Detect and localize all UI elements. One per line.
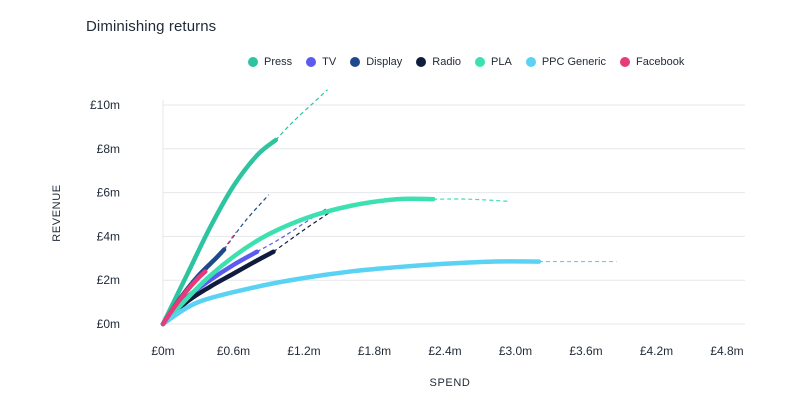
legend-item-radio[interactable]: Radio xyxy=(416,56,461,68)
legend-label: Press xyxy=(264,56,293,68)
grid-lines xyxy=(162,100,745,325)
legend-label: Facebook xyxy=(636,56,685,68)
series-line-pla xyxy=(160,196,436,327)
series-projection-press xyxy=(275,89,328,141)
y-tick-label: £8m xyxy=(97,142,120,156)
x-tick-label: £2.4m xyxy=(428,344,461,358)
x-tick-label: £0m xyxy=(151,344,174,358)
legend: Press TV Display Radio PLA PPC Generic Faceboo… xyxy=(248,56,684,68)
series-line-facebook xyxy=(160,269,208,327)
legend-item-facebook[interactable]: Facebook xyxy=(620,56,684,68)
y-tick-label: £2m xyxy=(97,273,120,287)
series-line-press xyxy=(160,137,279,327)
x-tick-label: £3.0m xyxy=(499,344,532,358)
x-tick-label: £4.2m xyxy=(640,344,673,358)
legend-item-press[interactable]: Press xyxy=(248,56,292,68)
x-tick-label: £1.8m xyxy=(358,344,391,358)
legend-label: PLA xyxy=(491,56,512,68)
x-tick-label: £3.6m xyxy=(569,344,602,358)
y-tick-label: £0m xyxy=(97,317,120,331)
legend-label: Radio xyxy=(432,56,462,68)
legend-swatch xyxy=(350,57,361,67)
x-axis-label: SPEND xyxy=(430,377,471,389)
series-projection-facebook xyxy=(204,231,237,272)
x-tick-label: £1.2m xyxy=(287,344,320,358)
series-lines xyxy=(160,137,542,327)
legend-item-display[interactable]: Display xyxy=(350,56,402,68)
legend-swatch xyxy=(416,57,427,67)
series-projection-radio xyxy=(273,211,331,253)
legend-label: Display xyxy=(366,56,403,68)
legend-swatch xyxy=(475,57,486,67)
y-tick-label: £4m xyxy=(97,229,120,243)
chart-title: Diminishing returns xyxy=(86,18,217,35)
y-tick-label: £6m xyxy=(97,186,120,200)
y-tick-label: £10m xyxy=(90,98,120,112)
legend-swatch xyxy=(248,57,258,67)
y-axis-label: REVENUE xyxy=(51,184,63,241)
projection-lines xyxy=(204,89,617,272)
series-projection-pla xyxy=(433,198,510,202)
legend-item-tv[interactable]: TV xyxy=(306,56,336,68)
legend-label: TV xyxy=(322,56,337,68)
legend-label: PPC Generic xyxy=(541,56,607,68)
series-line-ppc-generic xyxy=(160,259,542,327)
legend-swatch xyxy=(306,57,317,67)
series-projection-display xyxy=(223,194,270,250)
tick-labels: £0m £2m £4m £6m £8m £10m £0m £0.6m £1.2m £1.8m £2.… xyxy=(90,98,744,358)
legend-swatch xyxy=(620,57,631,67)
legend-item-ppc-generic[interactable]: PPC Generic xyxy=(525,56,607,68)
x-tick-label: £4.8m xyxy=(710,344,743,358)
x-tick-label: £0.6m xyxy=(217,344,250,358)
legend-item-pla[interactable]: PLA xyxy=(475,56,512,68)
legend-swatch xyxy=(525,57,536,67)
